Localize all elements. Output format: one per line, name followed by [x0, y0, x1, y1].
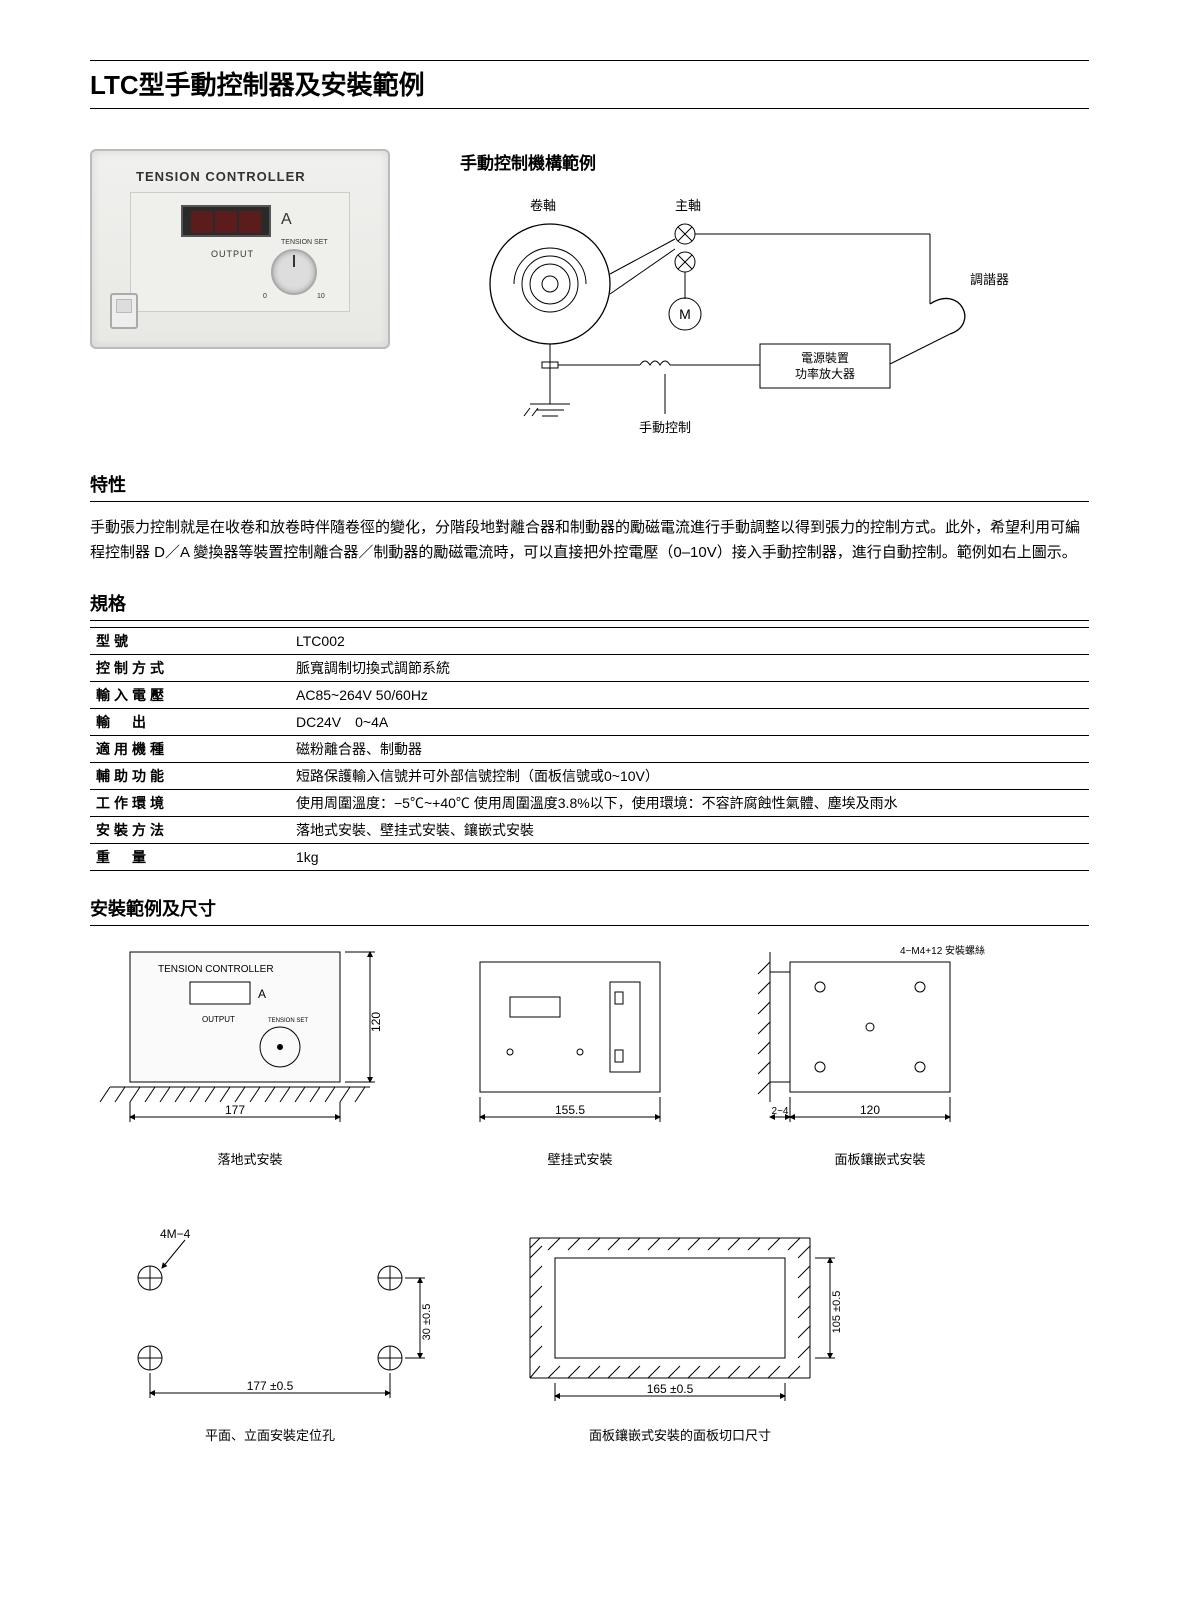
svg-text:105 ±0.5: 105 ±0.5 [831, 1290, 843, 1333]
characteristics-text: 手動張力控制就是在收卷和放卷時伴隨卷徑的變化，分階段地對離合器和制動器的勵磁電流… [90, 516, 1089, 566]
label-manual: 手動控制 [639, 420, 691, 435]
schematic-title: 手動控制機構範例 [460, 149, 1089, 174]
install-cutout: 165 ±0.5 105 ±0.5 面板鑲嵌式安裝的面板切口尺寸 [500, 1218, 860, 1444]
specs-table: 型號LTC002 控制方式脈寬調制切換式調節系統 輸入電壓AC85~264V 5… [90, 627, 1089, 871]
table-row: 重 量1kg [90, 843, 1089, 870]
svg-text:155.5: 155.5 [555, 1103, 585, 1117]
label-regulator: 調諧器 [970, 272, 1009, 287]
caption-mount-holes: 平面、立面安裝定位孔 [90, 1425, 450, 1444]
controller-display [181, 205, 271, 237]
svg-text:165 ±0.5: 165 ±0.5 [647, 1382, 694, 1396]
controller-panel: A OUTPUT TENSION SET 0 10 [130, 192, 350, 312]
controller-switch [110, 293, 138, 329]
spec-label: 輸 出 [90, 708, 290, 735]
svg-text:TENSION CONTROLLER: TENSION CONTROLLER [158, 964, 274, 975]
caption-wall: 壁挂式安裝 [460, 1149, 700, 1168]
label-spindle: 主軸 [675, 198, 701, 213]
spec-label: 控制方式 [90, 654, 290, 681]
spec-value: 脈寬調制切換式調節系統 [290, 654, 1089, 681]
table-row: 輔助功能短路保護輸入信號并可外部信號控制（面板信號或0~10V） [90, 762, 1089, 789]
spec-value: 落地式安裝、壁挂式安裝、鑲嵌式安裝 [290, 816, 1089, 843]
schematic-svg: 卷軸 主軸 M [460, 184, 1020, 444]
install-grid: TENSION CONTROLLER A OUTPUT TENSION SET [90, 942, 1089, 1444]
label-powerbox1: 電源裝置 [801, 351, 849, 365]
panel-screw-note: 4−M4+12 安裝螺絲 [900, 944, 985, 957]
controller-mock: TENSION CONTROLLER A OUTPUT TENSION SET … [90, 149, 390, 349]
table-row: 型號LTC002 [90, 627, 1089, 654]
label-motor: M [679, 306, 691, 322]
install-mount-holes: 4M−4 177 ±0.5 30 ±0.5 平面、立面安裝定位孔 [90, 1218, 450, 1444]
specs-heading: 規格 [90, 590, 1089, 621]
svg-text:OUTPUT: OUTPUT [202, 1015, 235, 1024]
caption-panel: 面板鑲嵌式安裝 [750, 1149, 1010, 1168]
svg-text:TENSION SET: TENSION SET [268, 1018, 308, 1024]
svg-text:177 ±0.5: 177 ±0.5 [247, 1379, 294, 1393]
spec-value: LTC002 [290, 627, 1089, 654]
spec-value: DC24V 0~4A [290, 708, 1089, 735]
controller-photo-area: TENSION CONTROLLER A OUTPUT TENSION SET … [90, 149, 430, 447]
schematic-area: 手動控制機構範例 卷軸 主軸 [460, 149, 1089, 447]
spec-value: 短路保護輸入信號并可外部信號控制（面板信號或0~10V） [290, 762, 1089, 789]
controller-knob-label: TENSION SET [281, 239, 328, 246]
spec-label: 型號 [90, 627, 290, 654]
spec-value: 使用周圍溫度：−5℃~+40℃ 使用周圍溫度3.8%以下，使用環境：不容許腐蝕性… [290, 789, 1089, 816]
table-row: 工作環境使用周圍溫度：−5℃~+40℃ 使用周圍溫度3.8%以下，使用環境：不容… [90, 789, 1089, 816]
caption-cutout: 面板鑲嵌式安裝的面板切口尺寸 [500, 1425, 860, 1444]
controller-output-label: OUTPUT [211, 249, 254, 259]
characteristics-heading: 特性 [90, 471, 1089, 502]
spec-label: 輔助功能 [90, 762, 290, 789]
install-heading: 安裝範例及尺寸 [90, 895, 1089, 926]
install-wall: 155.5 壁挂式安裝 [460, 942, 700, 1168]
spec-value: 1kg [290, 843, 1089, 870]
spec-value: 磁粉離合器、制動器 [290, 735, 1089, 762]
table-row: 控制方式脈寬調制切換式調節系統 [90, 654, 1089, 681]
page-title: LTC型手動控制器及安裝範例 [90, 60, 1089, 109]
table-row: 輸 出DC24V 0~4A [90, 708, 1089, 735]
label-reel: 卷軸 [530, 198, 556, 213]
svg-text:2~4: 2~4 [772, 1106, 789, 1117]
dial-min: 0 [263, 293, 267, 300]
caption-floor: 落地式安裝 [90, 1149, 410, 1168]
spec-label: 工作環境 [90, 789, 290, 816]
install-floor: TENSION CONTROLLER A OUTPUT TENSION SET [90, 942, 410, 1168]
spec-label: 安裝方法 [90, 816, 290, 843]
spec-label: 重 量 [90, 843, 290, 870]
svg-text:177: 177 [225, 1103, 245, 1117]
spec-label: 輸入電壓 [90, 681, 290, 708]
controller-title: TENSION CONTROLLER [136, 169, 374, 184]
table-row: 適用機種磁粉離合器、制動器 [90, 735, 1089, 762]
svg-text:120: 120 [860, 1103, 880, 1117]
label-powerbox2: 功率放大器 [795, 366, 855, 381]
svg-text:A: A [258, 987, 266, 1001]
spec-label: 適用機種 [90, 735, 290, 762]
dial-max: 10 [317, 293, 325, 300]
controller-unit: A [281, 211, 292, 229]
table-row: 輸入電壓AC85~264V 50/60Hz [90, 681, 1089, 708]
svg-text:4M−4: 4M−4 [160, 1227, 191, 1241]
svg-text:120: 120 [369, 1011, 383, 1031]
install-panel: 4−M4+12 安裝螺絲 120 2~4 面板鑲嵌式安裝 [750, 942, 1010, 1168]
svg-text:30 ±0.5: 30 ±0.5 [421, 1303, 433, 1340]
spec-value: AC85~264V 50/60Hz [290, 681, 1089, 708]
top-row: TENSION CONTROLLER A OUTPUT TENSION SET … [90, 149, 1089, 447]
controller-knob [271, 249, 317, 295]
table-row: 安裝方法落地式安裝、壁挂式安裝、鑲嵌式安裝 [90, 816, 1089, 843]
